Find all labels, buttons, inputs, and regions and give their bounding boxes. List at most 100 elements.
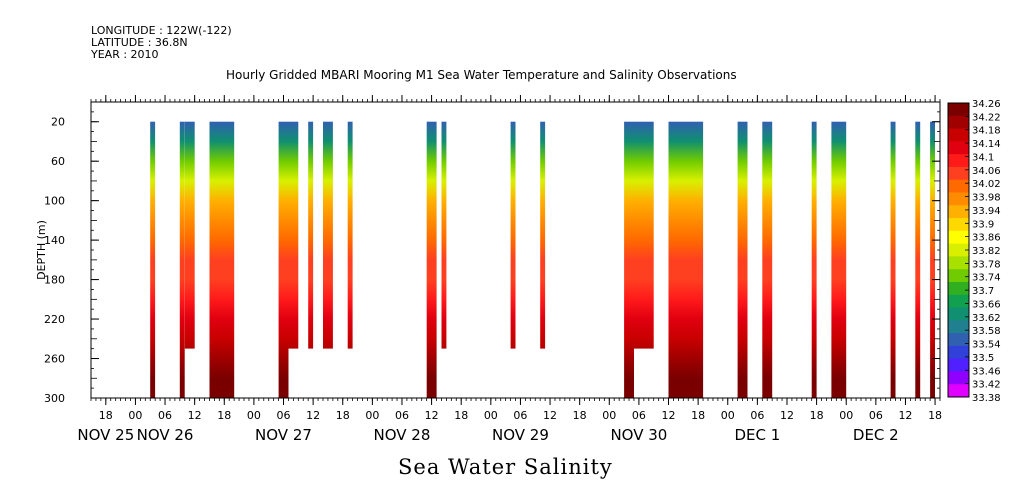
colorbar-swatch bbox=[948, 230, 969, 245]
colorbar-swatch bbox=[948, 281, 969, 296]
longitude-label: LONGITUDE : 122W(-122) bbox=[91, 24, 232, 37]
x-hour-tick-label: 06 bbox=[750, 409, 764, 422]
salinity-column-3 bbox=[184, 121, 195, 349]
colorbar-swatch bbox=[948, 358, 969, 372]
colorbar-swatch bbox=[948, 154, 969, 168]
x-hour-tick-label: 06 bbox=[395, 409, 409, 422]
y-tick-label: 140 bbox=[44, 234, 65, 247]
colorbar-label: 33.98 bbox=[972, 193, 1001, 204]
salinity-column-11 bbox=[441, 121, 447, 349]
x-day-label: NOV 30 bbox=[610, 426, 667, 444]
colorbar-label: 33.5 bbox=[972, 353, 994, 364]
x-hour-tick-label: 06 bbox=[277, 409, 291, 422]
colorbar-swatch bbox=[948, 205, 969, 219]
colorbar-label: 33.74 bbox=[972, 273, 1001, 284]
colorbar-label: 33.7 bbox=[972, 286, 994, 297]
colorbar-swatch bbox=[948, 333, 969, 347]
x-hour-tick-label: 12 bbox=[543, 409, 557, 422]
colorbar-label: 33.58 bbox=[972, 326, 1001, 337]
colorbar-label: 33.94 bbox=[972, 206, 1001, 217]
salinity-column-10 bbox=[426, 121, 437, 398]
x-day-label: NOV 29 bbox=[492, 426, 549, 444]
y-tick-label: 220 bbox=[44, 313, 65, 326]
colorbar-label: 33.66 bbox=[972, 299, 1001, 310]
colorbar-label: 33.54 bbox=[972, 340, 1001, 351]
colorbar-label: 34.26 bbox=[972, 99, 1001, 110]
colorbar-label: 33.9 bbox=[972, 219, 994, 230]
y-tick-label: 300 bbox=[44, 392, 65, 405]
bottom-title: Sea Water Salinity bbox=[398, 455, 613, 479]
y-tick-label: 260 bbox=[44, 353, 65, 366]
x-hour-tick-label: 18 bbox=[691, 409, 705, 422]
x-hour-tick-label: 12 bbox=[780, 409, 794, 422]
salinity-column-23 bbox=[930, 121, 935, 398]
colorbar-label: 33.78 bbox=[972, 259, 1001, 270]
colorbar-label: 33.62 bbox=[972, 313, 1001, 324]
y-tick-label: 100 bbox=[44, 195, 65, 208]
colorbar-swatch bbox=[948, 256, 969, 270]
salinity-column-6 bbox=[288, 121, 299, 349]
colorbar-swatch bbox=[948, 320, 969, 334]
salinity-column-1 bbox=[150, 121, 156, 398]
x-hour-tick-label: 18 bbox=[454, 409, 468, 422]
salinity-column-8 bbox=[323, 121, 333, 349]
salinity-column-16 bbox=[668, 121, 704, 398]
axis-layer: 18 00 06 12 18 00 06 12 18 00 06 12 18 00 06 12 18 00 06 12… bbox=[35, 95, 942, 444]
x-hour-tick-label: 00 bbox=[839, 409, 853, 422]
x-hour-tick-label: 06 bbox=[158, 409, 172, 422]
salinity-column-4 bbox=[209, 121, 235, 398]
x-hour-tick-label: 06 bbox=[869, 409, 883, 422]
salinity-column-15 bbox=[634, 121, 654, 349]
salinity-column-22 bbox=[915, 121, 921, 398]
colorbar-label: 34.14 bbox=[972, 139, 1001, 150]
colorbar-label: 34.02 bbox=[972, 179, 1001, 190]
colorbar-swatch bbox=[948, 141, 969, 155]
colorbar-swatch bbox=[948, 384, 969, 398]
salinity-column-18 bbox=[762, 121, 773, 398]
colorbar-label: 33.42 bbox=[972, 380, 1001, 391]
x-hour-tick-label: 18 bbox=[573, 409, 587, 422]
x-hour-tick-label: 12 bbox=[425, 409, 439, 422]
x-hour-tick-label: 18 bbox=[99, 409, 113, 422]
salinity-column-13 bbox=[540, 121, 546, 349]
x-hour-tick-label: 00 bbox=[602, 409, 616, 422]
colorbar-swatch bbox=[948, 103, 969, 117]
salinity-column-17 bbox=[737, 121, 748, 398]
colorbar-label: 34.06 bbox=[972, 166, 1001, 177]
colorbar-label: 34.1 bbox=[972, 152, 994, 163]
x-day-label: NOV 26 bbox=[137, 426, 194, 444]
colorbar-swatch bbox=[948, 218, 969, 232]
colorbar-swatch bbox=[948, 166, 969, 181]
colorbar-swatch bbox=[948, 269, 969, 283]
x-hour-tick-label: 06 bbox=[513, 409, 527, 422]
x-day-label: NOV 25 bbox=[77, 426, 134, 444]
x-hour-tick-label: 00 bbox=[721, 409, 735, 422]
x-day-label: NOV 27 bbox=[255, 426, 312, 444]
x-day-label: DEC 2 bbox=[853, 426, 899, 444]
colorbar-swatch bbox=[948, 345, 969, 360]
x-hour-tick-label: 18 bbox=[928, 409, 942, 422]
salinity-column-2 bbox=[179, 121, 185, 398]
colorbar-swatch bbox=[948, 179, 969, 193]
x-hour-tick-label: 12 bbox=[188, 409, 202, 422]
data-layer bbox=[150, 121, 935, 398]
x-hour-tick-label: 06 bbox=[632, 409, 646, 422]
x-day-label: DEC 1 bbox=[734, 426, 780, 444]
colorbar-label: 34.18 bbox=[972, 126, 1001, 137]
latitude-label: LATITUDE : 36.8N bbox=[91, 36, 188, 49]
year-label: YEAR : 2010 bbox=[91, 48, 159, 61]
x-hour-tick-label: 12 bbox=[662, 409, 676, 422]
colorbar-swatch bbox=[948, 192, 969, 206]
colorbar-swatch bbox=[948, 307, 969, 321]
salinity-column-7 bbox=[308, 121, 314, 349]
chart-title: Hourly Gridded MBARI Mooring M1 Sea Wate… bbox=[226, 68, 737, 82]
colorbar-swatch bbox=[948, 294, 969, 309]
salinity-column-5 bbox=[278, 121, 289, 398]
x-day-label: NOV 28 bbox=[374, 426, 431, 444]
y-tick-label: 180 bbox=[44, 274, 65, 287]
salinity-column-21 bbox=[890, 121, 896, 398]
salinity-column-12 bbox=[510, 121, 516, 349]
colorbar-swatch bbox=[948, 371, 969, 385]
colorbar: 34.26 34.22 34.18 34.14 34.1 34.06 34.02 33.98 3… bbox=[947, 99, 1001, 404]
